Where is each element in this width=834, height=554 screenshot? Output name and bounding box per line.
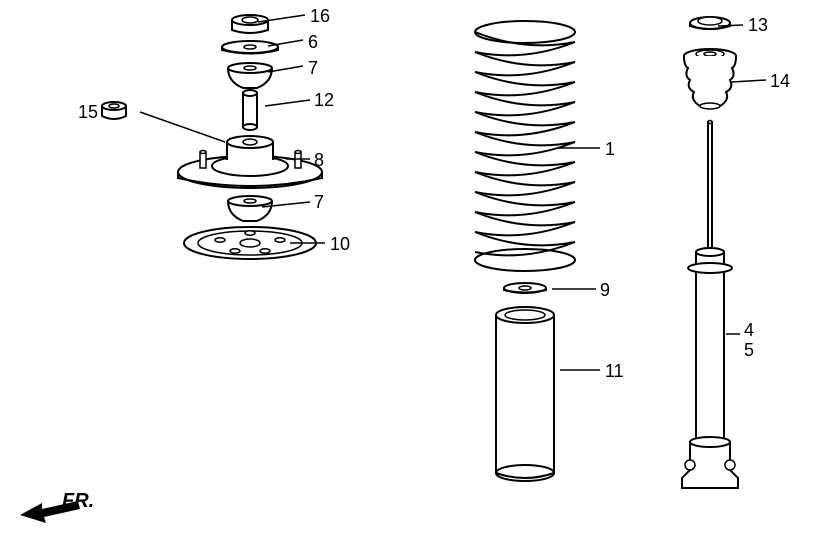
part-spring-seat-10 bbox=[180, 225, 320, 265]
part-shock-absorber-4-5 bbox=[670, 120, 750, 490]
part-cap-13 bbox=[688, 15, 732, 33]
callout-4: 4 bbox=[744, 320, 754, 341]
callout-1: 1 bbox=[605, 139, 615, 160]
callout-7b: 7 bbox=[314, 192, 324, 213]
callout-9: 9 bbox=[600, 280, 610, 301]
callout-16: 16 bbox=[310, 6, 330, 27]
callout-12: 12 bbox=[314, 90, 334, 111]
callout-13: 13 bbox=[748, 15, 768, 36]
part-coil-spring-1 bbox=[465, 20, 585, 275]
callout-14: 14 bbox=[770, 71, 790, 92]
part-nut-15 bbox=[100, 100, 128, 122]
part-bushing-lower-7 bbox=[225, 195, 275, 223]
callout-8: 8 bbox=[314, 150, 324, 171]
callout-6: 6 bbox=[308, 32, 318, 53]
part-mounting-base-8 bbox=[175, 130, 325, 190]
part-collar-12 bbox=[240, 90, 260, 130]
callout-7a: 7 bbox=[308, 58, 318, 79]
part-bump-stop-14 bbox=[680, 48, 740, 116]
callout-11: 11 bbox=[605, 361, 624, 382]
fr-label: FR. bbox=[62, 490, 94, 513]
part-dust-cover-11 bbox=[490, 305, 560, 485]
callout-10: 10 bbox=[330, 234, 350, 255]
part-bushing-upper-7 bbox=[225, 62, 275, 90]
part-washer-9 bbox=[502, 282, 548, 296]
callout-5: 5 bbox=[744, 340, 754, 361]
callout-15: 15 bbox=[78, 102, 98, 123]
part-washer-6 bbox=[220, 40, 280, 58]
part-cap-nut-16 bbox=[228, 10, 272, 36]
diagram-container: { "labels": { "l16": "16", "l6": "6", "l… bbox=[0, 0, 834, 554]
